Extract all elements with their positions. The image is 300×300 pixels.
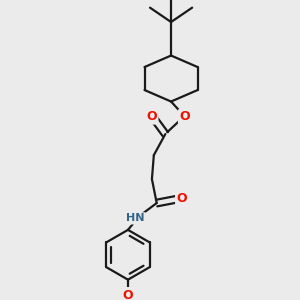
- Text: HN: HN: [126, 213, 145, 224]
- Text: O: O: [123, 289, 133, 300]
- Text: O: O: [179, 110, 190, 123]
- Text: O: O: [176, 192, 187, 205]
- Text: O: O: [147, 110, 157, 123]
